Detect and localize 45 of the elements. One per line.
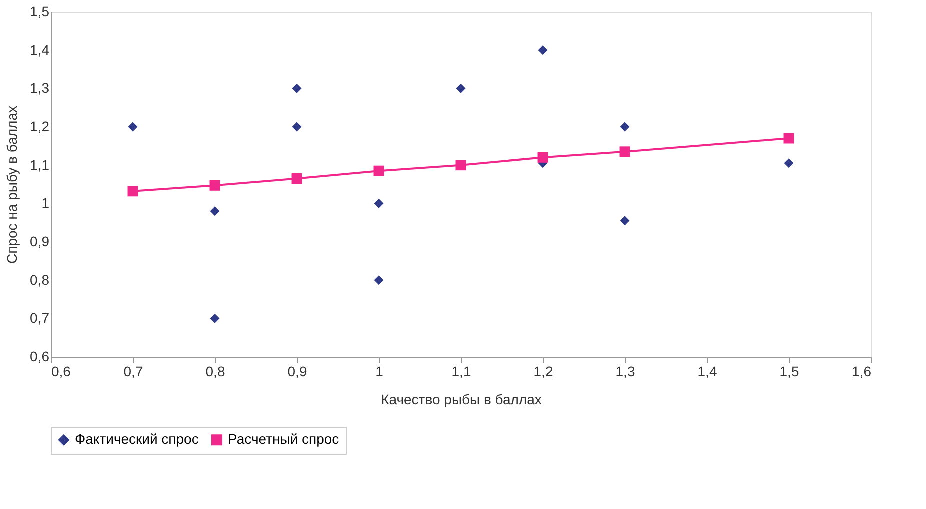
x-tick-label: 1,6 [852,364,872,380]
point [128,122,138,132]
x-tick-label: 1 [376,364,384,380]
point [456,160,466,171]
point [128,186,138,197]
y-tick-label: 1,5 [30,4,50,20]
y-tick-label: 0,6 [30,348,50,364]
y-axis-title: Спрос на рыбу в баллах [4,106,20,264]
point [210,314,220,324]
x-tick-label: 1,2 [534,364,554,380]
x-tick-label: 0,6 [52,364,72,380]
y-tick-label: 1,2 [30,118,50,134]
point [374,276,384,286]
point [620,146,630,158]
point [784,158,794,168]
point [292,84,302,94]
point [620,122,630,132]
y-tick-label: 0,8 [30,272,50,288]
point [538,152,548,163]
point [374,166,384,176]
legend-label: Фактический спрос [75,431,199,448]
y-tick-label: 0,7 [30,310,50,326]
point [210,180,220,191]
x-axis-title: Качество рыбы в баллах [381,392,542,408]
x-tick-label: 1,1 [452,364,472,380]
point [292,174,302,184]
point [456,84,466,94]
y-tick-label: 0,9 [30,234,50,250]
x-tick-label: 0,8 [206,364,226,380]
y-tick-label: 1,3 [30,80,50,96]
x-tick-label: 0,9 [288,364,308,380]
y-tick-label: 1 [42,195,50,212]
point [292,122,302,132]
point [374,198,384,208]
point [620,216,630,226]
point [784,133,794,144]
point [210,206,220,216]
x-tick-label: 1,3 [616,364,636,380]
x-tick-label: 0,7 [124,364,144,380]
x-tick-label: 1,4 [698,364,718,380]
x-tick-label: 1,5 [780,364,800,380]
legend-label: Расчетный спрос [228,431,340,448]
y-tick-label: 1,1 [30,156,50,173]
point [538,46,548,56]
y-tick-label: 1,4 [30,42,50,58]
